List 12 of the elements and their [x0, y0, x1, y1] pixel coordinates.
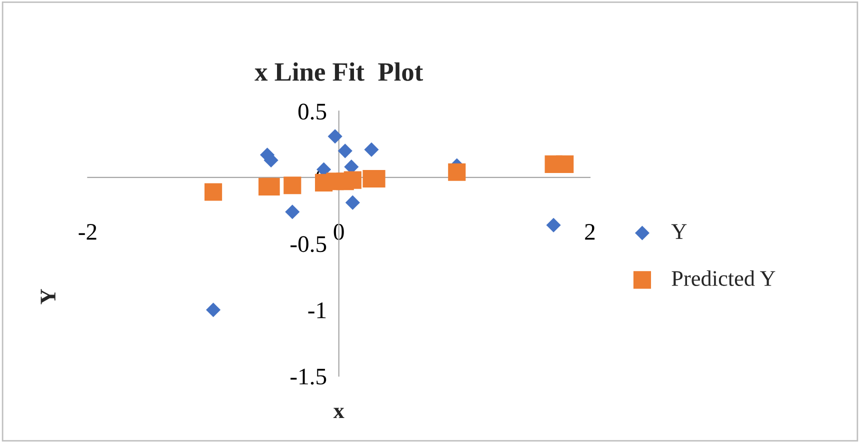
y-tick-label: 0.5: [298, 104, 326, 120]
y-tick-label: -1.5: [290, 368, 326, 385]
x-tick-label: 0: [334, 224, 344, 240]
chart-title: x Line Fit Plot: [254, 62, 424, 81]
y-tick-label: -0.5: [290, 236, 326, 252]
legend-label: Predicted Y: [672, 270, 776, 286]
y-tick-label: -1: [308, 302, 326, 318]
x-tick-label: -2: [78, 224, 96, 240]
y-axis-title: Y: [40, 289, 56, 304]
x-tick-label: 2: [585, 224, 595, 240]
x-axis-title: x: [333, 408, 344, 418]
legend-label: Y: [671, 224, 687, 239]
